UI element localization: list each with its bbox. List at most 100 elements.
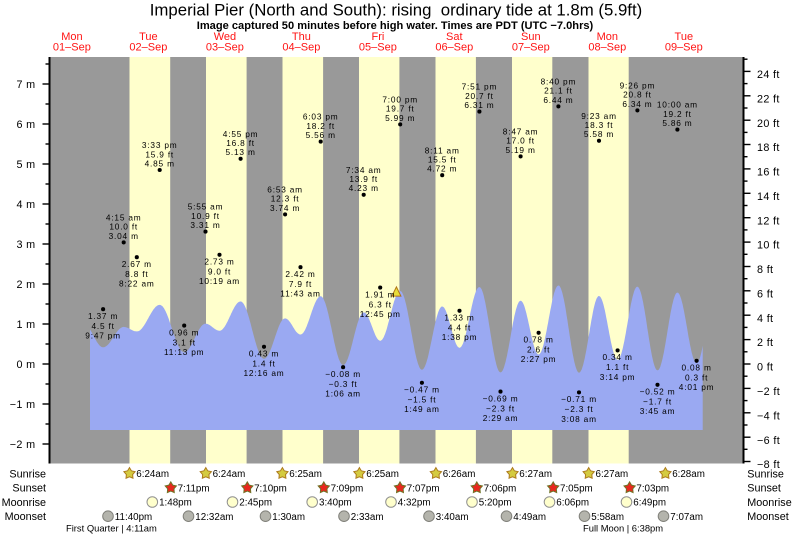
svg-text:−1.5 ft: −1.5 ft: [407, 395, 436, 405]
svg-text:9.0 ft: 9.0 ft: [208, 267, 231, 277]
svg-text:4.4 ft: 4.4 ft: [448, 323, 471, 333]
svg-text:6:03 pm: 6:03 pm: [303, 112, 339, 122]
svg-text:12:16 am: 12:16 am: [244, 368, 285, 378]
svg-text:19.2 ft: 19.2 ft: [663, 109, 692, 119]
svg-text:Sunset: Sunset: [12, 483, 46, 495]
svg-text:4:55 pm: 4:55 pm: [223, 129, 259, 139]
svg-text:2:33am: 2:33am: [351, 512, 384, 523]
svg-text:2 m: 2 m: [16, 279, 35, 291]
svg-text:6.44 m: 6.44 m: [543, 95, 573, 105]
svg-text:6:25am: 6:25am: [289, 469, 322, 480]
svg-text:21.1 ft: 21.1 ft: [544, 86, 573, 96]
svg-text:−0.69 m: −0.69 m: [483, 393, 519, 403]
svg-text:1:49 am: 1:49 am: [404, 404, 440, 414]
svg-text:1:06 am: 1:06 am: [325, 389, 361, 399]
svg-text:Mon: Mon: [61, 31, 82, 43]
svg-text:4:01 pm: 4:01 pm: [679, 382, 715, 392]
svg-text:7 m: 7 m: [16, 79, 35, 91]
svg-text:18 ft: 18 ft: [757, 142, 780, 154]
svg-text:6:53 am: 6:53 am: [267, 185, 303, 195]
svg-text:8:22 am: 8:22 am: [119, 279, 155, 289]
svg-text:7:03pm: 7:03pm: [636, 483, 669, 494]
svg-text:2.6 ft: 2.6 ft: [527, 345, 550, 355]
svg-text:10.0 ft: 10.0 ft: [109, 222, 138, 232]
svg-text:Tue: Tue: [675, 31, 694, 43]
svg-text:3.04 m: 3.04 m: [109, 231, 139, 241]
svg-text:09–Sep: 09–Sep: [665, 42, 703, 54]
svg-text:7:07pm: 7:07pm: [407, 483, 440, 494]
svg-text:03–Sep: 03–Sep: [206, 42, 244, 54]
svg-text:0.78 m: 0.78 m: [524, 335, 554, 345]
svg-text:−2 m: −2 m: [10, 439, 36, 451]
svg-text:10:00 am: 10:00 am: [657, 100, 698, 110]
svg-text:−0.08 m: −0.08 m: [325, 369, 361, 379]
svg-text:1.4 ft: 1.4 ft: [252, 359, 275, 369]
svg-text:11:43 am: 11:43 am: [280, 289, 320, 299]
svg-text:15.9 ft: 15.9 ft: [145, 149, 174, 159]
svg-text:1 m: 1 m: [16, 319, 35, 331]
svg-text:7:07am: 7:07am: [670, 512, 703, 523]
svg-text:5.86 m: 5.86 m: [662, 118, 692, 128]
svg-text:08–Sep: 08–Sep: [588, 42, 626, 54]
svg-text:18.2 ft: 18.2 ft: [306, 121, 335, 131]
svg-text:Sat: Sat: [446, 31, 463, 43]
svg-text:Sunset: Sunset: [747, 483, 781, 495]
svg-text:Moonrise: Moonrise: [747, 497, 791, 509]
svg-text:4.5 ft: 4.5 ft: [91, 321, 114, 331]
svg-text:−0.47 m: −0.47 m: [404, 385, 440, 395]
svg-text:6:24am: 6:24am: [136, 469, 169, 480]
svg-text:2:45pm: 2:45pm: [239, 498, 272, 509]
svg-text:−0.71 m: −0.71 m: [561, 394, 597, 404]
svg-text:Sun: Sun: [521, 31, 541, 43]
svg-text:04–Sep: 04–Sep: [282, 42, 320, 54]
svg-text:0 ft: 0 ft: [757, 362, 773, 374]
svg-text:−2 ft: −2 ft: [757, 386, 780, 398]
svg-text:−0.52 m: −0.52 m: [640, 387, 676, 397]
svg-text:01–Sep: 01–Sep: [53, 42, 91, 54]
svg-text:Image captured 50 minutes befo: Image captured 50 minutes before high wa…: [197, 20, 594, 32]
svg-text:7:05pm: 7:05pm: [560, 483, 593, 494]
svg-text:Sunrise: Sunrise: [747, 468, 784, 480]
svg-text:10 ft: 10 ft: [757, 240, 780, 252]
svg-text:6.3 ft: 6.3 ft: [369, 299, 392, 309]
svg-text:5 m: 5 m: [16, 159, 35, 171]
svg-text:12:32am: 12:32am: [195, 512, 233, 523]
svg-text:1.37 m: 1.37 m: [88, 311, 118, 321]
svg-text:Imperial Pier (North and South: Imperial Pier (North and South): rising …: [150, 1, 642, 20]
svg-text:5.58 m: 5.58 m: [584, 129, 614, 139]
svg-text:3.31 m: 3.31 m: [190, 220, 220, 230]
svg-text:8.8 ft: 8.8 ft: [125, 269, 148, 279]
svg-text:10:19 am: 10:19 am: [199, 276, 240, 286]
svg-text:7:51 pm: 7:51 pm: [462, 82, 498, 92]
svg-text:1:38 pm: 1:38 pm: [442, 332, 478, 342]
svg-text:3:08 am: 3:08 am: [561, 414, 597, 424]
svg-text:17.0 ft: 17.0 ft: [506, 136, 535, 146]
svg-text:Moonrise: Moonrise: [2, 497, 46, 509]
svg-text:1.91 m: 1.91 m: [365, 289, 395, 299]
svg-text:0.3 ft: 0.3 ft: [685, 373, 708, 383]
svg-text:−2.3 ft: −2.3 ft: [565, 404, 594, 414]
svg-text:1.1 ft: 1.1 ft: [606, 362, 629, 372]
svg-text:16 ft: 16 ft: [757, 167, 780, 179]
svg-text:5:20pm: 5:20pm: [479, 498, 512, 509]
svg-text:Wed: Wed: [214, 31, 236, 43]
svg-text:8:11 am: 8:11 am: [425, 145, 460, 155]
svg-text:1.33 m: 1.33 m: [444, 313, 474, 323]
svg-text:1:30am: 1:30am: [272, 512, 305, 523]
svg-text:3:14 pm: 3:14 pm: [600, 372, 636, 382]
svg-text:4.85 m: 4.85 m: [145, 158, 175, 168]
svg-text:Moonset: Moonset: [747, 511, 788, 523]
svg-text:7:00 pm: 7:00 pm: [382, 95, 418, 105]
svg-text:Full Moon | 6:38pm: Full Moon | 6:38pm: [583, 522, 663, 533]
svg-text:0.08 m: 0.08 m: [682, 363, 712, 373]
svg-text:9:23 am: 9:23 am: [581, 111, 617, 121]
svg-text:7:34 am: 7:34 am: [346, 165, 382, 175]
svg-text:Tue: Tue: [139, 31, 158, 43]
svg-text:−1.7 ft: −1.7 ft: [643, 397, 672, 407]
svg-text:3.74 m: 3.74 m: [270, 203, 300, 213]
svg-text:5:58am: 5:58am: [591, 512, 624, 523]
svg-text:6:28am: 6:28am: [672, 469, 705, 480]
svg-text:7:06pm: 7:06pm: [484, 483, 517, 494]
svg-text:0.43 m: 0.43 m: [249, 349, 279, 359]
svg-text:6:25am: 6:25am: [366, 469, 399, 480]
